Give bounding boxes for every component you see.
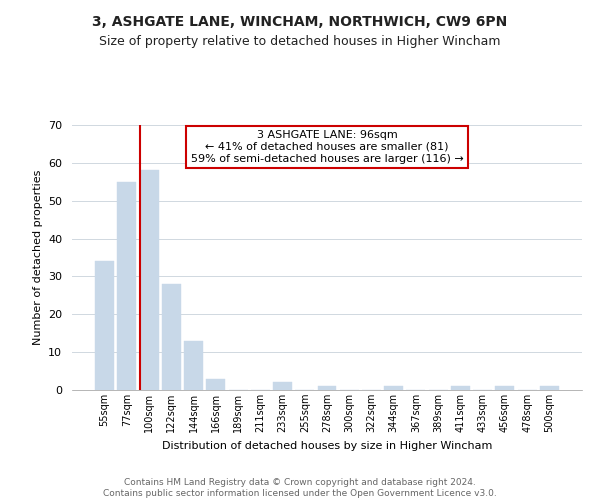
Bar [317,386,337,390]
Text: 3 ASHGATE LANE: 96sqm
← 41% of detached houses are smaller (81)
59% of semi-deta: 3 ASHGATE LANE: 96sqm ← 41% of detached … [191,130,463,164]
Text: 3, ASHGATE LANE, WINCHAM, NORTHWICH, CW9 6PN: 3, ASHGATE LANE, WINCHAM, NORTHWICH, CW9… [92,15,508,29]
Bar [496,386,514,390]
Bar [206,378,225,390]
Text: Size of property relative to detached houses in Higher Wincham: Size of property relative to detached ho… [99,35,501,48]
Text: Contains HM Land Registry data © Crown copyright and database right 2024.
Contai: Contains HM Land Registry data © Crown c… [103,478,497,498]
Bar [162,284,181,390]
Bar [95,262,114,390]
Bar [273,382,292,390]
Bar [140,170,158,390]
Y-axis label: Number of detached properties: Number of detached properties [32,170,43,345]
Bar [184,341,203,390]
Bar [384,386,403,390]
Bar [451,386,470,390]
Bar [540,386,559,390]
Bar [118,182,136,390]
X-axis label: Distribution of detached houses by size in Higher Wincham: Distribution of detached houses by size … [162,440,492,450]
